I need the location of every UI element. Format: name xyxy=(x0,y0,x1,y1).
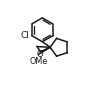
Text: O: O xyxy=(37,50,43,59)
Text: OMe: OMe xyxy=(29,57,47,66)
Text: Cl: Cl xyxy=(20,31,29,40)
